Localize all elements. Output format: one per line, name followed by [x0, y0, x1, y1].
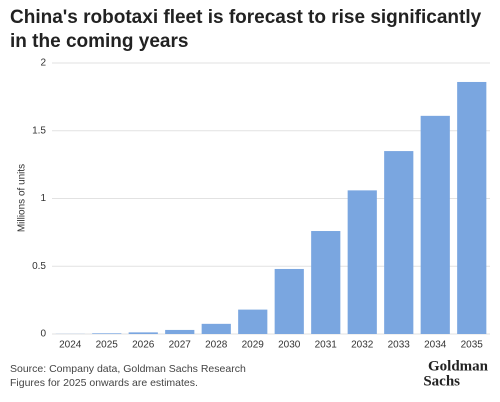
x-tick-label: 2032: [351, 340, 374, 351]
bar: [384, 151, 414, 334]
bar: [420, 115, 450, 334]
source: Source: Company data, Goldman Sachs Rese…: [10, 363, 246, 375]
x-tick-label: 2025: [96, 340, 119, 351]
bar: [347, 190, 377, 334]
x-tick-label: 2035: [461, 340, 484, 351]
y-tick-label: 0.5: [32, 261, 46, 272]
logo: Sachs: [423, 373, 460, 389]
bar: [92, 333, 122, 334]
x-tick-label: 2031: [315, 340, 338, 351]
x-tick-label: 2030: [278, 340, 301, 351]
x-tick-label: 2024: [59, 340, 82, 351]
x-tick-label: 2033: [388, 340, 411, 351]
chart-title: China's robotaxi fleet is forecast to ri…: [10, 7, 482, 52]
bar: [201, 323, 231, 334]
x-tick-label: 2029: [242, 340, 265, 351]
x-tick-label: 2028: [205, 340, 228, 351]
bar: [457, 81, 487, 334]
x-tick-label: 2027: [169, 340, 192, 351]
x-tick-label: 2034: [424, 340, 447, 351]
bar: [274, 268, 304, 334]
bar: [238, 309, 268, 334]
y-tick-label: 0: [40, 329, 46, 340]
y-tick-label: 1: [40, 193, 46, 204]
x-tick-label: 2026: [132, 340, 155, 351]
y-tick-label: 2: [40, 58, 46, 69]
bar: [311, 231, 341, 334]
bar: [165, 329, 195, 334]
y-tick-label: 1.5: [32, 125, 46, 136]
y-axis-label: Millions of units: [17, 164, 28, 232]
note: Figures for 2025 onwards are estimates.: [10, 377, 198, 389]
bar: [128, 332, 158, 334]
logo: Goldman: [428, 358, 489, 374]
